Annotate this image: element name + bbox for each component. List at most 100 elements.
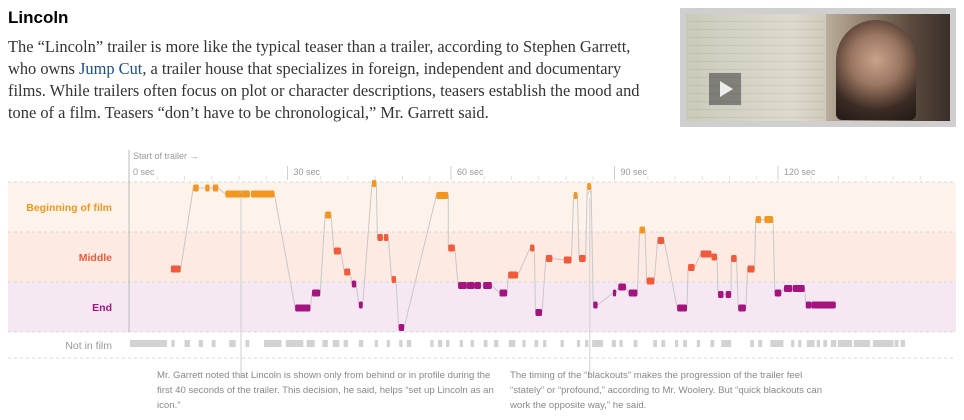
shot-segment [646, 277, 655, 285]
shot-segment [295, 304, 311, 312]
shot-segment [593, 301, 598, 309]
not-in-film-block [245, 340, 250, 347]
annotation-note-lincoln-icon: Mr. Garrett noted that Lincoln is shown … [157, 370, 494, 411]
not-in-film-block [710, 340, 715, 347]
shot-segment [474, 282, 481, 289]
annotation-arrow-0: ^ [239, 190, 243, 199]
shot-segment [377, 234, 383, 241]
shot-segment [563, 256, 572, 264]
shot-segment [466, 282, 475, 289]
not-in-film-block [837, 340, 853, 347]
not-in-film-block [750, 340, 755, 347]
shot-segment [170, 265, 181, 273]
shot-segment [688, 264, 695, 271]
shot-segment [639, 226, 646, 234]
shot-segment [250, 190, 275, 198]
not-in-film-block [798, 340, 802, 347]
shot-segment [628, 289, 638, 297]
shot-segment [618, 283, 626, 291]
intro-text-start: The “Lincoln” trailer is more like the t… [8, 37, 631, 78]
shot-segment [711, 253, 717, 261]
not-in-film-block [130, 340, 168, 347]
not-in-film-block [211, 340, 216, 347]
shot-segment [212, 184, 219, 192]
not-in-film-block [721, 340, 732, 347]
jump-cut-link[interactable]: Jump Cut [79, 59, 143, 78]
not-in-film-block [585, 340, 589, 347]
not-in-film-block [758, 340, 763, 347]
not-in-film-block [322, 340, 328, 347]
not-in-film-block [853, 340, 871, 347]
not-in-film-block [508, 340, 516, 347]
not-in-film-block [184, 340, 190, 347]
not-in-film-block [343, 340, 348, 347]
video-thumbnail[interactable] [680, 8, 956, 127]
not-in-film-block [894, 340, 899, 347]
shot-segment [677, 304, 687, 312]
not-in-film-block [470, 340, 474, 347]
not-in-film-block [198, 340, 204, 347]
shot-segment [700, 250, 712, 258]
shot-segment [358, 301, 363, 309]
shot-segment [312, 289, 321, 297]
shot-segment [383, 234, 389, 241]
row-label-end: End [92, 302, 112, 314]
not-in-film-block [576, 340, 581, 347]
not-in-film-block [823, 340, 828, 347]
tick-label-3: 90 sec [621, 167, 648, 177]
row-band-middle [8, 232, 956, 282]
not-in-film-block [872, 340, 894, 347]
shot-segment [398, 324, 405, 331]
shot-segment [747, 265, 755, 273]
row-band-beginning [8, 182, 956, 232]
tick-label-1: 30 sec [294, 167, 321, 177]
shot-segment [458, 282, 467, 289]
shot-segment [774, 289, 782, 297]
not-in-film-block [437, 340, 443, 347]
shot-segment [325, 211, 332, 219]
shot-segment [535, 309, 543, 316]
not-in-film-block [399, 340, 403, 347]
not-in-film-block [285, 340, 304, 347]
not-in-film-block [816, 340, 820, 347]
not-in-film-block [619, 340, 623, 347]
not-in-film-block [430, 340, 434, 347]
not-in-film-block [900, 340, 905, 347]
row-label-notinfilm: Not in film [65, 340, 112, 352]
shot-segment [351, 280, 357, 288]
not-in-film-block [306, 340, 315, 347]
shot-segment [205, 184, 210, 192]
shot-segment [508, 271, 519, 279]
shot-segment [573, 192, 578, 199]
shot-segment [391, 276, 396, 283]
not-in-film-block [229, 340, 236, 347]
not-in-film-block [653, 340, 658, 347]
annotation-arrow-1: ^ [588, 190, 592, 199]
not-in-film-block [264, 340, 282, 347]
shot-segment [784, 285, 793, 292]
shot-segment [193, 184, 199, 192]
lincoln-figure [836, 20, 916, 120]
shot-segment [725, 291, 732, 298]
not-in-film-block [770, 340, 784, 347]
not-in-film-block [171, 340, 175, 347]
not-in-film-block [459, 340, 463, 347]
shot-segment [587, 183, 592, 190]
shot-segment [344, 268, 351, 276]
not-in-film-block [661, 340, 666, 347]
play-button[interactable] [708, 72, 742, 106]
annotation-note-blackouts: The timing of the “blackouts” makes the … [510, 370, 823, 411]
row-label-middle: Middle [79, 252, 112, 264]
not-in-film-block [483, 340, 488, 347]
shot-segment [448, 244, 455, 252]
axis-title: Start of trailer → [133, 151, 199, 161]
intro-text-end: , a trailer house that specializes in fo… [8, 59, 640, 122]
tick-label-4: 120 sec [784, 167, 816, 177]
not-in-film-block [374, 340, 378, 347]
row-label-beginning: Beginning of film [26, 202, 112, 214]
trailer-still-image [686, 14, 950, 121]
not-in-film-block [446, 340, 450, 347]
play-icon [720, 81, 733, 97]
not-in-film-block [534, 340, 539, 347]
shot-segment [612, 289, 617, 297]
